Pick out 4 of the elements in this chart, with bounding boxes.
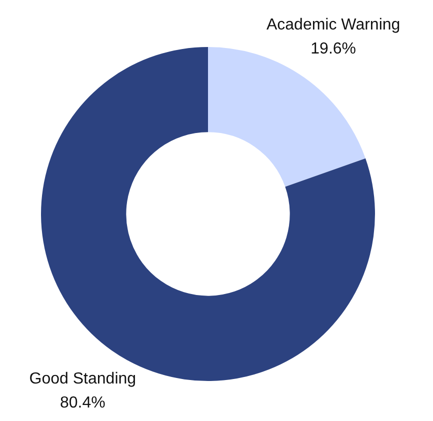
data-label: 19.6% [310,40,356,58]
slice-label: Good Standing [29,370,136,388]
data-label: 80.4% [60,394,106,412]
slice-label: Academic Warning [266,16,400,34]
